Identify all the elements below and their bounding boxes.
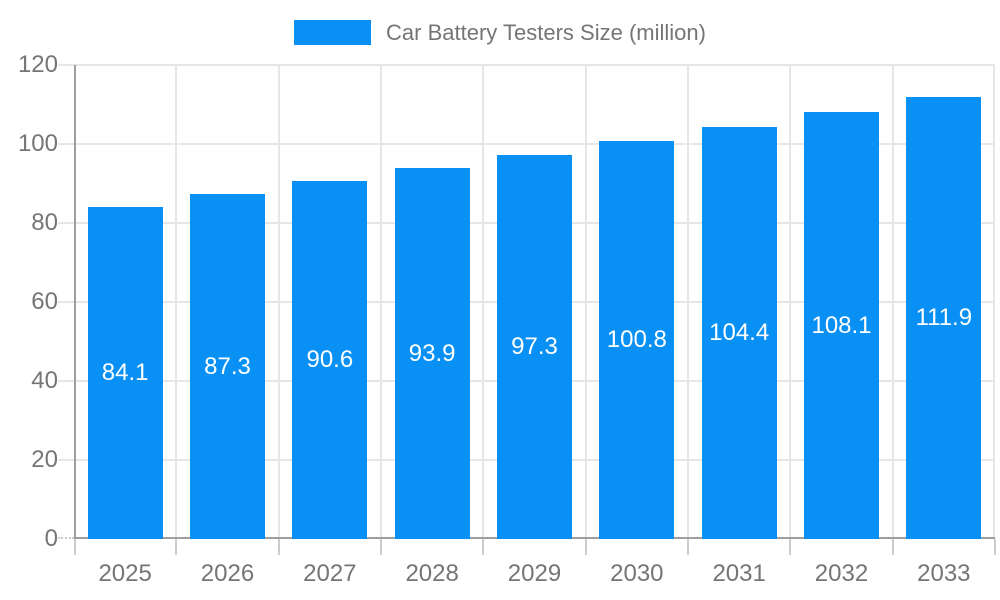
y-gridline [58,143,995,145]
x-gridline [687,65,689,539]
zero-tick [58,537,74,539]
x-gridline [278,65,280,539]
y-axis-tick-label: 40 [31,367,58,394]
bar-value-label: 90.6 [306,346,354,374]
x-gridline [585,65,587,539]
legend-swatch [294,20,372,45]
legend: Car Battery Testers Size (million) [0,20,1000,45]
bar-value-label: 104.4 [709,318,770,346]
x-gridline [789,65,791,539]
legend-label: Car Battery Testers Size (million) [386,19,706,45]
x-axis-tick [892,539,894,555]
x-axis-tick-label: 2032 [814,560,869,587]
x-axis-tick-label: 2031 [712,560,766,587]
bar-value-label: 93.9 [408,339,456,367]
x-axis-tick [994,539,996,555]
x-axis-tick [585,539,587,555]
x-axis-tick [482,539,484,555]
y-axis-tick-label: 80 [31,209,58,236]
bar [190,194,265,539]
x-axis-tick [74,539,76,555]
x-axis-tick-label: 2030 [610,560,664,587]
y-axis-tick-label: 120 [17,51,58,78]
bar [599,140,675,539]
bar [804,112,879,539]
bar [292,181,368,539]
bar [701,126,777,539]
bar-value-label: 111.9 [915,303,973,331]
bar-value-label: 84.1 [101,358,149,386]
y-axis-tick-label: 100 [17,130,58,157]
x-axis-tick [789,539,791,555]
bar-value-label: 100.8 [606,325,667,353]
x-gridline [175,65,177,539]
x-axis-tick [380,539,382,555]
y-axis-tick-label: 60 [31,288,58,315]
x-axis-tick-label: 2029 [507,560,562,587]
y-axis-tick-label: 0 [44,525,58,552]
x-axis-tick [175,539,177,555]
plot-area: 84.1 87.3 90.6 93.9 97.3 100.8 104.4 108.1 111.9 [58,64,996,555]
x-axis-tick-label: 2025 [98,560,152,587]
x-axis-tick-label: 2033 [917,560,971,587]
x-gridline [993,65,995,539]
bar-value-label: 97.3 [511,332,558,360]
y-axis-tick-label: 20 [31,446,58,473]
y-gridline [58,64,995,66]
x-gridline [482,65,484,539]
bar [87,206,163,539]
x-axis-tick-label: 2028 [405,560,459,587]
bar [497,154,572,539]
x-axis-tick [278,539,280,555]
bar [906,97,982,539]
x-axis-tick [687,539,689,555]
x-gridline [380,65,382,539]
bar-value-label: 87.3 [204,352,251,380]
bar-value-label: 108.1 [811,311,872,339]
x-axis-tick-label: 2027 [303,560,357,587]
bar [394,168,470,539]
x-axis-tick-label: 2026 [200,560,255,587]
y-axis-line [74,65,76,539]
x-gridline [892,65,894,539]
